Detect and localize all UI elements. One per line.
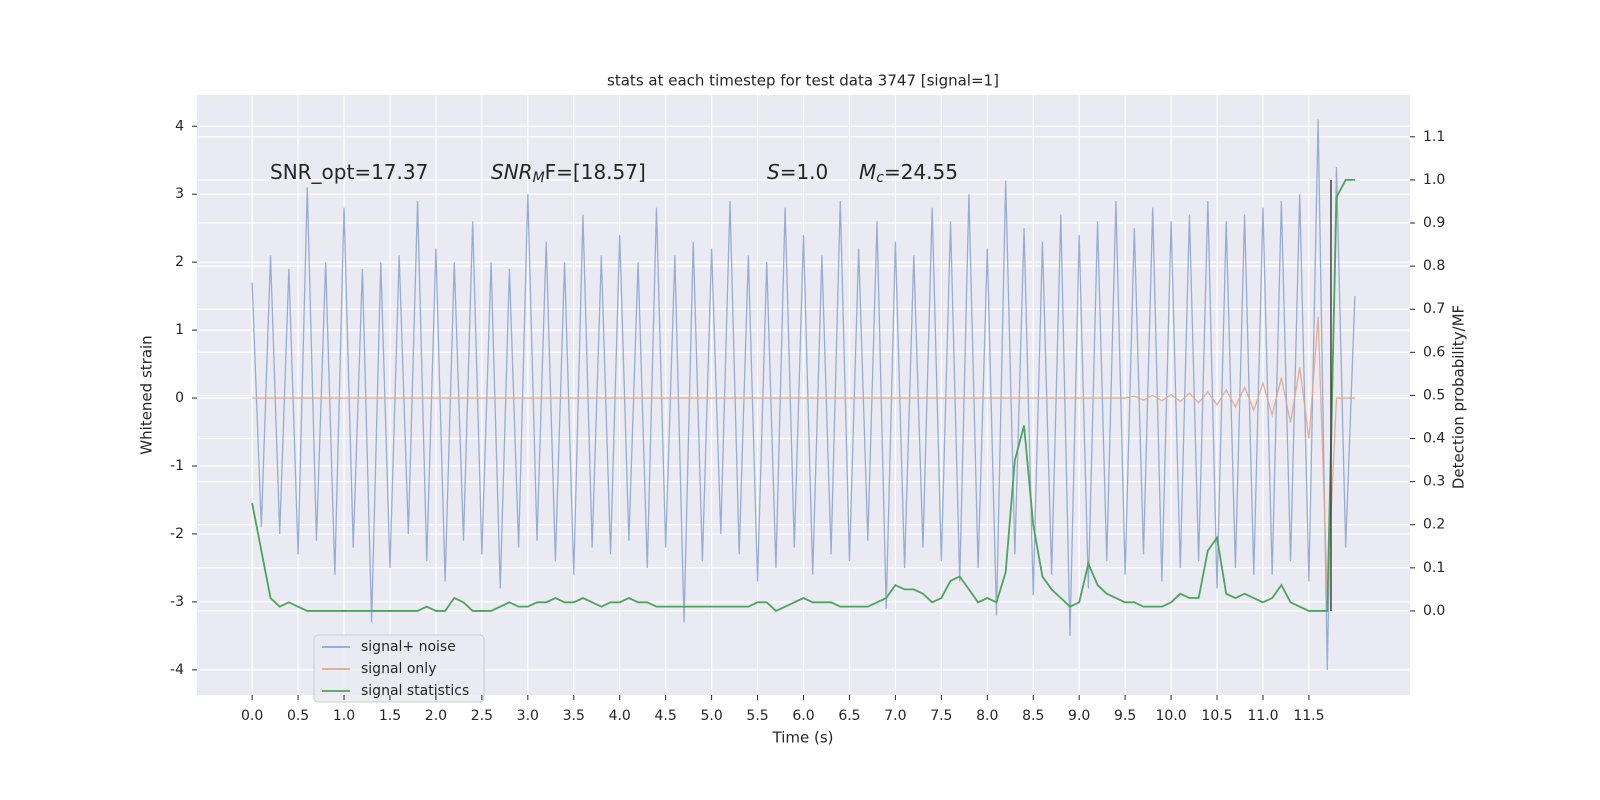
x-tick-label: 6.5 [838, 708, 860, 724]
x-tick-label: 10.0 [1155, 708, 1186, 724]
grid [197, 95, 1410, 695]
legend-label: signal statistics [361, 683, 469, 699]
y2-tick-label: 0.6 [1423, 344, 1445, 360]
series-line [251, 179, 1355, 613]
x-tick-label: 5.0 [700, 708, 722, 724]
x-tick-label: 3.5 [563, 708, 585, 724]
x-tick-label: 8.5 [1022, 708, 1044, 724]
annotation-sub: M [533, 170, 545, 186]
y-tick-label: -3 [170, 594, 184, 610]
x-tick-label: 10.5 [1201, 708, 1232, 724]
y-tick-label: 0 [175, 390, 184, 406]
x-tick-label: 6.0 [792, 708, 814, 724]
x-tick-label: 7.0 [884, 708, 906, 724]
annotation: SNR_opt=17.37 [270, 160, 428, 184]
legend: signal+ noise signal only signal statistic… [313, 634, 485, 703]
y-tick-label: 1 [175, 322, 184, 338]
y-tick-label: -4 [170, 662, 184, 678]
x-tick-label: 4.0 [609, 708, 631, 724]
x-tick-label: 7.5 [930, 708, 952, 724]
y2-tick-label: 0.4 [1423, 431, 1445, 447]
x-tick-label: 9.5 [1114, 708, 1136, 724]
y2-tick-label: 0.2 [1423, 517, 1445, 533]
x-tick-label: 11.5 [1293, 708, 1324, 724]
y-axis-label: Whitened strain [138, 335, 156, 454]
x-tick-label: 11.0 [1247, 708, 1278, 724]
x-tick-label: 2.5 [471, 708, 493, 724]
annotation-text: F=[18.57] [545, 160, 646, 184]
annotation: S=1.0 [767, 160, 828, 184]
x-tick-label: 0.0 [241, 708, 263, 724]
x-tick-label: 3.0 [517, 708, 539, 724]
legend-label: signal only [361, 661, 436, 677]
y2-tick-label: 0.9 [1423, 215, 1445, 231]
y2-tick-label: 0.1 [1423, 560, 1445, 576]
y2-tick-label: 0.0 [1423, 603, 1445, 619]
series-line [252, 316, 1355, 596]
series-line [251, 119, 1356, 670]
annotation-sub: c [876, 170, 884, 186]
x-tick-label: 4.5 [655, 708, 677, 724]
x-axis-label: Time (s) [772, 729, 834, 747]
y2-axis-label: Detection probability/MF [1450, 305, 1468, 489]
annotation-text: =24.55 [884, 160, 958, 184]
marks [251, 119, 1356, 670]
y2-tick-label: 0.8 [1423, 258, 1445, 274]
x-tick-label: 9.0 [1068, 708, 1090, 724]
annotation: Mc=24.55 [859, 160, 958, 187]
y2-tick-label: 1.0 [1423, 172, 1445, 188]
legend-box [313, 634, 485, 703]
annotation-text: =1.0 [780, 160, 829, 184]
x-tick-label: 1.5 [379, 708, 401, 724]
x-tick-label: 2.0 [425, 708, 447, 724]
y-tick-label: -2 [170, 526, 184, 542]
y-tick-label: 2 [175, 254, 184, 270]
x-tick-label: 5.5 [746, 708, 768, 724]
y-tick-label: 4 [175, 118, 184, 134]
y-tick-label: -1 [170, 458, 184, 474]
legend-label: signal+ noise [361, 639, 456, 655]
annotation-italic: S [767, 160, 780, 184]
annotations: SNR_opt=17.37 SNRMF=[18.57] S=1.0 Mc=24.55 [270, 160, 958, 187]
annotation-text: SNR_opt=17.37 [270, 160, 428, 184]
chart-title: stats at each timestep for test data 374… [607, 72, 999, 90]
y2-tick-label: 0.7 [1423, 301, 1445, 317]
annotation-italic: M [859, 160, 876, 184]
x-tick-label: 1.0 [333, 708, 355, 724]
y-tick-label: 3 [175, 186, 184, 202]
y2-tick-label: 0.3 [1423, 474, 1445, 490]
x-tick-label: 8.0 [976, 708, 998, 724]
annotation-italic: SNR [491, 160, 533, 184]
y2-tick-label: 1.1 [1423, 129, 1445, 145]
x-tick-label: 0.5 [287, 708, 309, 724]
annotation: SNRMF=[18.57] [491, 160, 646, 187]
y2-tick-label: 0.5 [1423, 387, 1445, 403]
